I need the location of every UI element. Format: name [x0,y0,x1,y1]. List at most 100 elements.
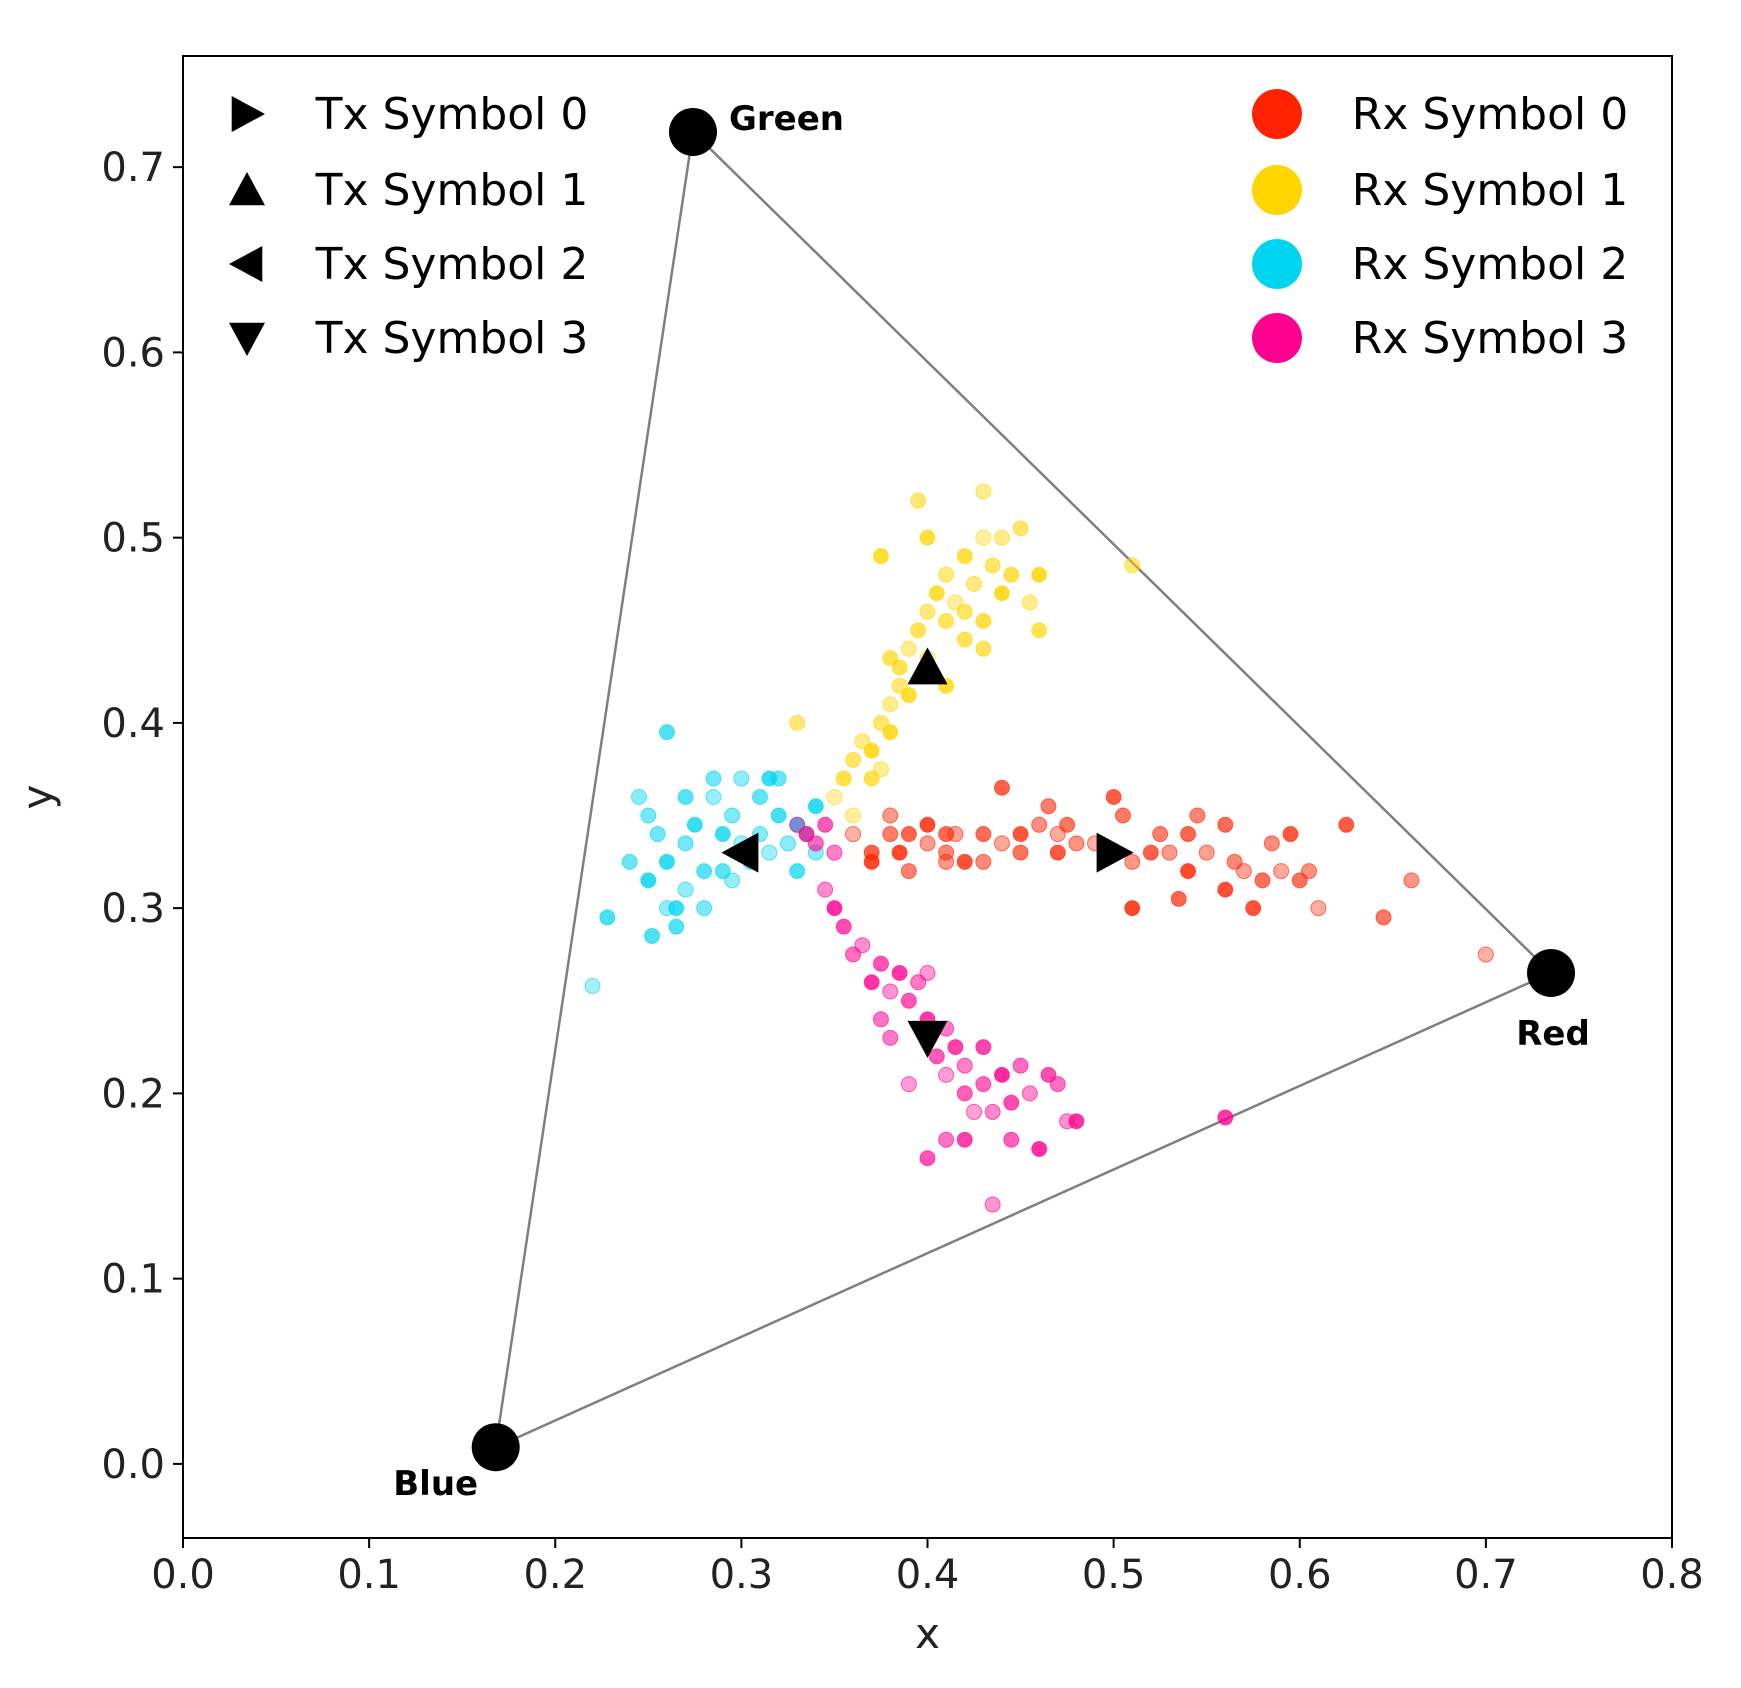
rx-point-1 [956,603,973,620]
y-axis-label: y [13,785,62,810]
rx-point-0 [1105,789,1122,805]
rx-point-2 [640,872,657,889]
rx-point-2 [779,835,796,852]
rx-point-2 [668,900,685,917]
rx-point-1 [919,603,936,620]
rx-point-0 [919,835,936,852]
legend-tx-marker-3 [229,322,265,356]
rx-point-1 [863,742,880,759]
rx-point-3 [919,964,936,981]
legend-rx-label: Rx Symbol 3 [1352,313,1628,364]
x-tick-label: 0.4 [896,1552,960,1598]
rx-point-3 [984,1103,1001,1120]
rx-point-1 [1021,594,1038,611]
rx-point-2 [761,770,778,787]
legend-rx-label: Rx Symbol 0 [1352,89,1628,140]
rx-point-0 [1263,835,1280,852]
rx-point-2 [599,909,616,926]
rx-point-0 [882,807,899,824]
rx-point-0 [1217,881,1234,898]
rx-point-0 [1161,844,1178,861]
rx-point-3 [919,1150,936,1167]
rx-point-1 [938,566,955,583]
gamut-vertex-label: Red [1516,1014,1590,1054]
x-tick-label: 0.0 [151,1552,215,1598]
rx-point-0 [891,844,908,861]
y-tick-label: 0.2 [101,1071,165,1117]
rx-point-3 [1068,1113,1085,1130]
rx-point-1 [910,622,927,639]
rx-point-2 [677,881,694,898]
x-tick-label: 0.5 [1082,1552,1146,1598]
gamut-vertex-red [1527,948,1576,997]
rx-point-3 [947,1039,964,1056]
plot-frame-layer: 0.0 0.1 0.2 0.3 0.4 0.5 0.6 0.7 0.8 0.0 0.1 0.2 0.3 0… [13,55,1704,1658]
rx-point-0 [845,826,862,843]
rx-point-1 [975,529,992,546]
rx-point-3 [900,992,917,1009]
rx-point-3 [984,1196,1001,1213]
rx-point-0 [1245,900,1262,917]
rx-point-1 [882,650,899,667]
rx-point-0 [1040,798,1057,815]
y-tick-label: 0.1 [101,1257,165,1303]
rx-point-1 [993,585,1010,602]
legend-rx-marker-3 [1252,313,1302,363]
y-tick-label: 0.4 [101,701,165,747]
rx-point-3 [826,900,843,917]
x-tick-label: 0.8 [1640,1552,1704,1598]
rx-point-3 [817,816,834,833]
rx-point-2 [696,900,713,917]
rx-point-0 [956,853,973,870]
rx-point-3 [1031,1140,1048,1157]
rx-point-0 [1273,863,1290,880]
rx-point-0 [1059,816,1076,833]
rx-point-3 [1003,1131,1020,1148]
rx-point-0 [1375,909,1392,926]
legend-rx-marker-0 [1252,89,1302,139]
rx-point-3 [826,844,843,861]
y-tick-label: 0.6 [101,330,165,376]
rx-point-0 [900,863,917,880]
rx-point-0 [1142,844,1159,861]
rx-point-0 [993,835,1010,852]
rx-point-3 [882,983,899,1000]
rx-point-0 [1477,946,1494,963]
rx-point-3 [872,1011,889,1028]
rx-point-3 [938,1066,955,1083]
rx-point-0 [938,853,955,870]
rx-point-3 [891,964,908,981]
rx-point-0 [1235,863,1252,880]
rx-point-0 [1152,826,1169,843]
legend-tx-label: Tx Symbol 0 [315,89,589,140]
rx-point-2 [751,789,768,805]
rx-point-0 [1198,844,1215,861]
rx-point-1 [1124,557,1141,574]
rx-point-2 [714,826,731,843]
rx-point-0 [1189,807,1206,824]
rx-point-1 [984,557,1001,574]
rx-point-1 [845,807,862,824]
rx-point-1 [966,575,983,592]
rx-point-1 [938,613,955,630]
rx-point-1 [928,585,945,602]
rx-point-0 [1180,826,1197,843]
rx-point-1 [993,529,1010,546]
rx-point-3 [938,1131,955,1148]
rx-point-0 [1049,844,1066,861]
legend-tx-marker-1 [229,172,265,206]
rx-point-1 [872,761,889,778]
gamut-vertex-label: Green [729,99,844,139]
y-tick-label: 0.0 [101,1442,165,1488]
rx-point-3 [956,1131,973,1148]
rx-point-0 [1180,863,1197,880]
rx-point-0 [1403,872,1420,889]
rx-point-3 [975,1039,992,1056]
rx-point-3 [872,955,889,972]
rx-point-0 [938,826,955,843]
tx-marker-2 [721,832,759,873]
rx-point-1 [1031,622,1048,639]
rx-point-2 [724,807,741,824]
rx-point-1 [835,770,852,787]
rx-point-2 [658,724,675,741]
